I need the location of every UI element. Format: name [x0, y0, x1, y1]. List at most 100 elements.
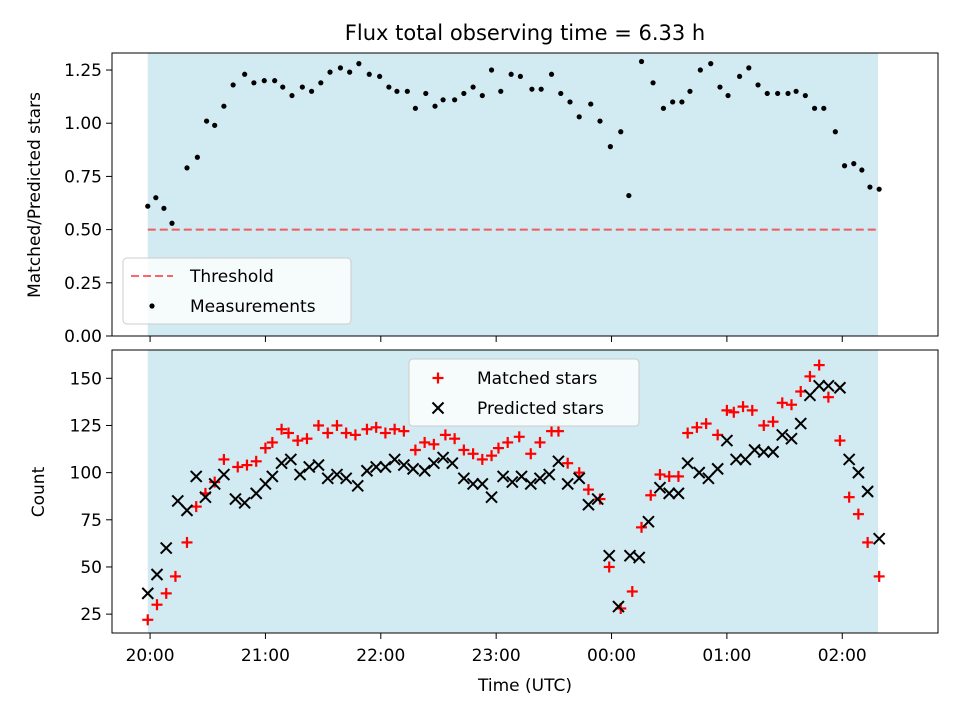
measurement-point: [423, 90, 429, 97]
matched-star-point: [552, 425, 564, 437]
bottom-y-ticks: 25 50 75 100 125 150: [70, 369, 112, 625]
top-y-ticks: 0.00 0.25 0.50 0.75 1.00 1.25: [64, 61, 112, 347]
measurement-point: [867, 184, 873, 190]
matched-star-point: [250, 455, 262, 467]
bottom-axes-frame: [111, 349, 939, 634]
predicted-stars-points: [141, 379, 886, 613]
measurement-point: [841, 163, 848, 169]
predicted-star-point: [833, 381, 847, 394]
predicted-star-point-d2: [303, 460, 316, 474]
measurement-point: [461, 90, 467, 97]
measurement-point: [498, 88, 504, 94]
matched-star-point: [301, 433, 313, 445]
predicted-star-point: [427, 456, 441, 470]
predicted-star-point: [160, 541, 173, 555]
predicted-star-point-d2: [672, 487, 685, 500]
predicted-star-point-d2: [603, 549, 616, 562]
predicted-star-point: [692, 466, 706, 479]
matched-star-point: [712, 429, 724, 441]
predicted-star-point: [303, 460, 316, 474]
predicted-star-point: [561, 477, 574, 491]
measurement-point: [394, 88, 400, 94]
predicted-star-point: [533, 472, 547, 485]
matched-star-point: [313, 419, 324, 431]
predicted-star-point-d2: [312, 458, 325, 472]
predicted-star-point: [171, 494, 184, 508]
measurement-point: [785, 90, 791, 97]
matched-star-point: [663, 470, 675, 482]
predicted-star-point-d2: [360, 464, 374, 477]
predicted-star-point-d2: [171, 494, 184, 508]
predicted-star-point: [623, 549, 637, 562]
measurement-point: [755, 82, 761, 88]
top-y-axis-label: Matched/Predicted stars: [25, 92, 45, 298]
predicted-star-point: [861, 485, 874, 498]
measurement-point: [529, 86, 535, 92]
predicted-star-point-d2: [249, 487, 263, 500]
predicted-star-point: [872, 532, 886, 545]
bottom-ytick-label: 25: [80, 605, 102, 625]
measurement-point: [876, 186, 882, 192]
predicted-star-point: [436, 451, 450, 464]
bottom-ytick-label: 100: [70, 464, 102, 484]
predicted-star-point-d2: [388, 453, 401, 466]
matched-star-point: [370, 421, 382, 433]
predicted-star-point-d2: [591, 492, 604, 506]
measurement-point: [802, 92, 808, 99]
predicted-star-point: [729, 453, 743, 466]
predicted-star-point-d2: [457, 472, 471, 485]
predicted-star-point-d2: [852, 466, 865, 479]
predicted-star-point-d2: [681, 456, 694, 470]
matched-star-point: [728, 406, 740, 418]
matched-star-point: [379, 427, 391, 439]
matched-star-point: [813, 359, 825, 371]
predicted-star-point: [702, 472, 715, 485]
matched-star-point: [467, 448, 479, 460]
predicted-star-point-d2: [842, 453, 856, 466]
predicted-star-point-d2: [180, 504, 194, 517]
matched-star-point: [682, 427, 694, 439]
predicted-star-point-d2: [427, 456, 441, 470]
measurement-point: [746, 65, 752, 71]
predicted-star-point: [190, 470, 203, 483]
predicted-star-point-d2: [533, 472, 547, 485]
predicted-star-point-d2: [379, 460, 392, 474]
top-panel: 0.00 0.25 0.50 0.75 1.00 1.25 Matched/Predict…: [25, 52, 939, 347]
predicted-star-point-d2: [293, 468, 307, 481]
matched-star-point: [283, 427, 295, 439]
legend-matched-marker: [432, 372, 444, 384]
measurement-point: [508, 71, 514, 77]
measurement-point: [337, 65, 344, 71]
predicted-star-point-d2: [229, 492, 242, 506]
predicted-star-point: [351, 479, 364, 493]
measurement-point: [793, 88, 799, 94]
predicted-star-point-d2: [284, 453, 298, 466]
matched-star-point: [409, 444, 421, 456]
top-ytick-label: 1.25: [64, 61, 102, 81]
predicted-star-point: [603, 549, 616, 562]
matched-star-point: [322, 427, 334, 439]
measurement-point: [821, 105, 827, 111]
measurement-point: [708, 61, 714, 67]
measurement-point: [251, 80, 257, 86]
bottom-ytick-label: 125: [70, 416, 102, 436]
matched-star-point: [804, 370, 816, 382]
predicted-star-point: [379, 460, 392, 474]
legend-predicted-swatch: [431, 401, 445, 415]
matched-star-point: [691, 421, 703, 433]
measurement-point: [203, 118, 210, 124]
predicted-star-point: [842, 453, 856, 466]
predicted-star-point: [852, 466, 865, 479]
predicted-star-point: [321, 472, 334, 485]
predicted-star-point: [785, 432, 798, 445]
matched-star-point: [209, 476, 221, 488]
predicted-star-point: [739, 453, 752, 466]
measurement-point: [386, 84, 392, 90]
matched-star-point: [852, 508, 864, 520]
predicted-star-point: [822, 379, 835, 393]
matched-star-point: [636, 521, 648, 533]
predicted-star-point: [217, 468, 231, 481]
measurement-point: [230, 82, 236, 88]
predicted-star-point: [496, 470, 510, 483]
matched-star-point: [151, 599, 163, 611]
